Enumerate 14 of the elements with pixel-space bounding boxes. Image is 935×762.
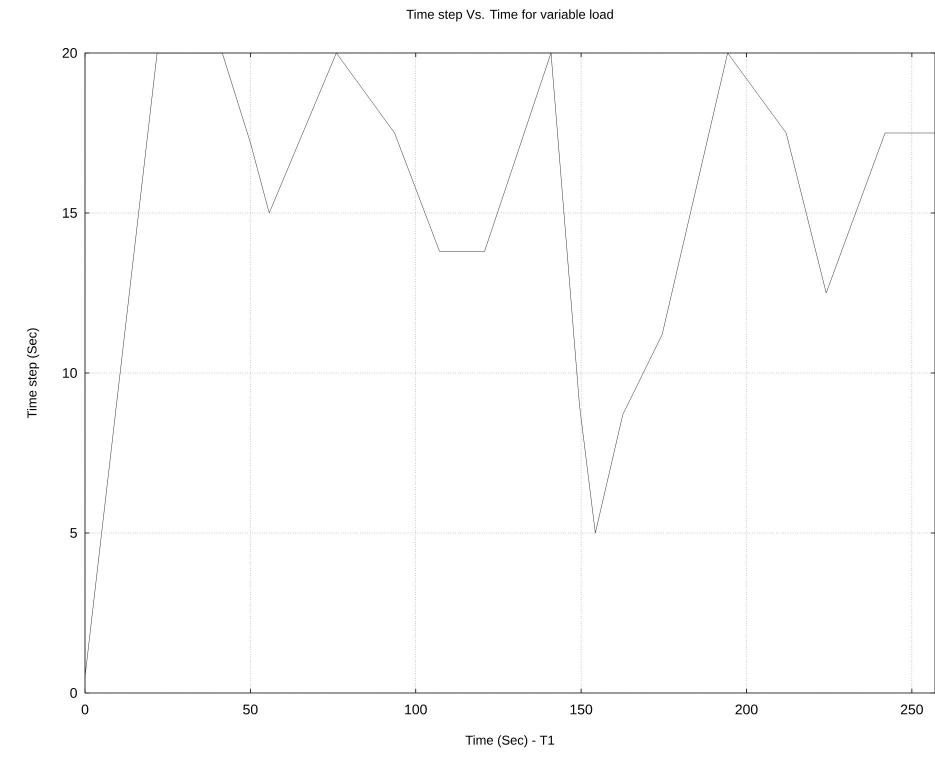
y-tick-label: 20 xyxy=(62,48,77,58)
x-axis-title: Time (Sec) - T1 xyxy=(466,735,554,748)
x-tick-label: 150 xyxy=(570,704,592,714)
x-tick-label: 0 xyxy=(82,704,88,714)
x-tick-label: 50 xyxy=(243,704,258,714)
chart-title: Time step Vs. Time for variable load xyxy=(406,9,613,22)
y-tick-label: 15 xyxy=(63,208,77,218)
y-tick-label: 5 xyxy=(70,528,77,538)
y-tick-label: 0 xyxy=(70,688,77,698)
x-tick-label: 250 xyxy=(900,704,923,714)
y-tick-label: 10 xyxy=(63,368,77,378)
y-axis-title: Time step (Sec) xyxy=(27,328,40,418)
x-tick-label: 100 xyxy=(405,704,427,714)
x-tick-label: 200 xyxy=(736,704,758,714)
